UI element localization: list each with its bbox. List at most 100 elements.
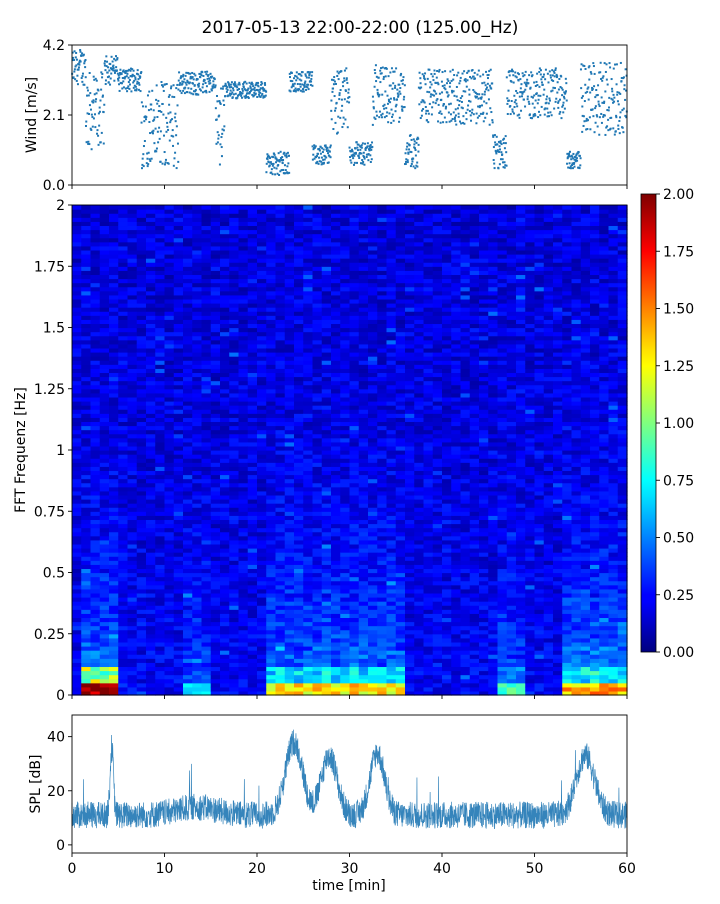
spectrogram-cell (211, 209, 221, 214)
wind-point (186, 84, 188, 86)
spectrogram-cell (202, 687, 212, 692)
wind-point (243, 86, 245, 88)
spectrogram-cell (137, 421, 147, 426)
spectrogram-cell (100, 246, 110, 251)
wind-point (483, 101, 485, 103)
wind-point (475, 122, 477, 124)
wind-point (205, 82, 207, 84)
spectrogram-cell (266, 462, 276, 467)
spectrogram-cell (202, 356, 212, 361)
spectrogram-cell (91, 646, 101, 651)
spectrogram-cell (118, 287, 128, 292)
spectrogram-cell (239, 340, 249, 345)
spectrogram-cell (174, 213, 184, 218)
spectrogram-cell (257, 564, 267, 569)
spectrogram-cell (202, 642, 212, 647)
spectrogram-cell (294, 385, 304, 390)
spectrogram-cell (276, 630, 286, 635)
wind-point (624, 84, 626, 86)
spectrogram-cell (72, 348, 82, 353)
spectrogram-cell (211, 536, 221, 541)
wind-point (101, 73, 103, 75)
spectrogram-cell (72, 344, 82, 349)
wind-point (505, 151, 507, 153)
wind-point (549, 100, 551, 102)
wind-point (336, 102, 338, 104)
spectrogram-cell (137, 299, 147, 304)
spectrogram-cell (276, 238, 286, 243)
spectrogram-cell (91, 217, 101, 222)
spectrogram-cell (137, 315, 147, 320)
spectrogram-cell (202, 421, 212, 426)
spectrogram-cell (155, 381, 165, 386)
spectrogram-cell (137, 238, 147, 243)
spectrogram-cell (183, 274, 193, 279)
spectrogram-cell (165, 577, 175, 582)
spectrogram-cell (248, 279, 258, 284)
spectrogram-cell (183, 242, 193, 247)
wind-point (519, 117, 521, 119)
spectrogram-cell (229, 372, 239, 377)
spectrogram-cell (146, 348, 156, 353)
wind-point (460, 77, 462, 79)
spectrogram-cell (128, 666, 138, 671)
wind-point (138, 84, 140, 86)
wind-point (308, 77, 310, 79)
spectrogram-cell (294, 507, 304, 512)
wind-y-tick-label: 4.2 (43, 38, 65, 54)
spectrogram-cell (183, 434, 193, 439)
spectrogram-cell (192, 597, 202, 602)
spectrogram-cell (165, 303, 175, 308)
spectrogram-cell (91, 634, 101, 639)
spectrogram-cell (109, 654, 119, 659)
spectrogram-cell (303, 421, 313, 426)
spectrogram-cell (257, 230, 267, 235)
spectrogram-cell (266, 413, 276, 418)
spectrogram-cell (202, 262, 212, 267)
wind-point (414, 140, 416, 142)
spectrogram-cell (137, 662, 147, 667)
spectrogram-cell (128, 605, 138, 610)
wind-point (580, 68, 582, 70)
spectrogram-cell (137, 507, 147, 512)
spectrogram-cell (229, 397, 239, 402)
wind-point (552, 74, 554, 76)
spectrogram-cell (303, 475, 313, 480)
wind-point (452, 79, 454, 81)
spectrogram-cell (239, 336, 249, 341)
spectrogram-cell (229, 344, 239, 349)
spectrogram-cell (165, 466, 175, 471)
spectrogram-cell (294, 315, 304, 320)
spectrogram-cell (91, 421, 101, 426)
spectrogram-cell (313, 491, 323, 496)
wind-point (415, 154, 417, 156)
spectrogram-cell (100, 638, 110, 643)
spectrogram-cell (266, 556, 276, 561)
spectrogram-cell (266, 368, 276, 373)
wind-point (537, 95, 539, 97)
spectrogram-cell (72, 221, 82, 226)
wind-point (534, 114, 536, 116)
wind-point (613, 101, 615, 103)
spectrogram-cell (220, 299, 230, 304)
spectrogram-cell (165, 519, 175, 524)
spectrogram-cell (174, 426, 184, 431)
spectrogram-cell (248, 679, 258, 684)
spectrogram-cell (220, 585, 230, 590)
spectrogram-cell (248, 560, 258, 565)
spectrogram-cell (229, 221, 239, 226)
spectrogram-cell (183, 421, 193, 426)
wind-point (222, 100, 224, 102)
spectrogram-cell (294, 671, 304, 676)
spectrogram-cell (294, 438, 304, 443)
spectrogram-cell (313, 675, 323, 680)
spectrogram-cell (220, 377, 230, 382)
spectrogram-cell (266, 279, 276, 284)
spectrogram-cell (266, 225, 276, 230)
spectrogram-cell (146, 315, 156, 320)
spectrogram-cell (248, 250, 258, 255)
spectrogram-cell (100, 568, 110, 573)
wind-point (198, 83, 200, 85)
spectrogram-cell (100, 487, 110, 492)
